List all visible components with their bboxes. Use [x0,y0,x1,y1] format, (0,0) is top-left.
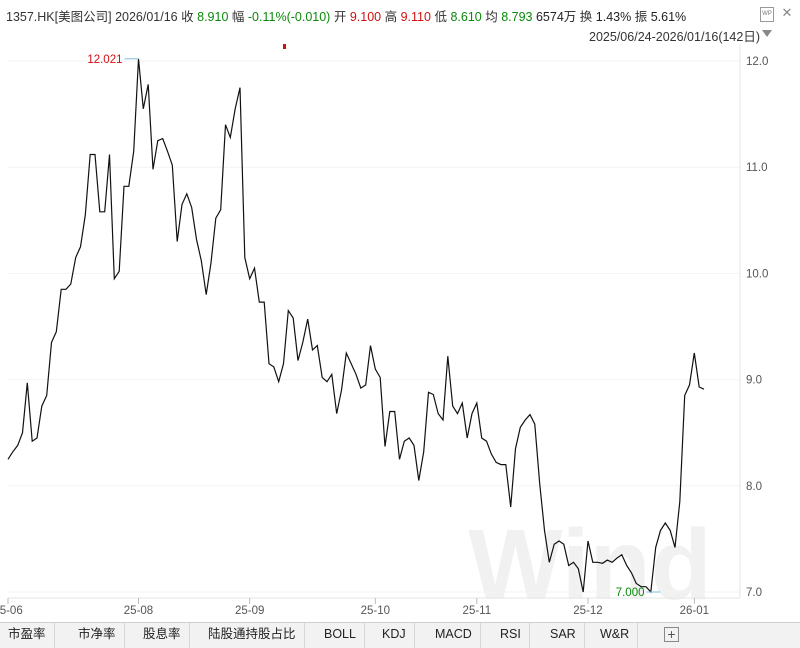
wp-icon[interactable]: WP [760,7,774,22]
price-line-series [7,58,705,594]
tab-3[interactable]: 陆股通持股占比 [200,623,305,648]
tab-7[interactable]: RSI [492,623,530,648]
avg-label: 均 [485,10,498,24]
tab-5[interactable]: KDJ [374,623,415,648]
change-value: -0.11%(-0.010) [247,10,331,24]
low-value: 8.610 [450,10,482,24]
price-chart[interactable]: Wind 7.08.09.010.011.012.0 25-0625-0825-… [0,44,800,622]
tab-2[interactable]: 股息率 [135,623,190,648]
quote-header: 1357.HK[美图公司] 2026/01/16 收 8.910 幅 -0.11… [0,0,800,45]
caret-down-icon[interactable] [762,30,772,37]
y-tick-label: 7.0 [746,587,762,599]
amplitude-value: 5.61% [650,10,687,24]
x-tick-label: 25-08 [124,605,153,617]
high-value: 9.110 [400,10,431,24]
tab-6[interactable]: MACD [427,623,481,648]
x-tick-label: 25-12 [573,605,602,617]
close-icon[interactable]: ✕ [781,5,793,20]
wind-watermark: Wind [468,509,711,621]
event-marker [283,44,286,49]
stock-symbol[interactable]: 1357.HK[美图公司] [6,10,112,24]
annotation-label: 7.000 [616,587,645,599]
y-tick-label: 8.0 [746,481,762,493]
volume-value: 6574万 [535,10,577,24]
close-value: 8.910 [197,10,229,24]
open-value: 9.100 [349,10,382,24]
x-tick-label: 25-10 [361,605,390,617]
y-tick-label: 12.0 [746,56,768,68]
turnover-label: 换 [579,10,593,24]
quote-date: 2026/01/16 [115,10,178,24]
indicator-tabbar: 市盈率 市净率 股息率 陆股通持股占比 BOLL KDJ MACD RSI SAR W&R + [0,622,800,648]
y-tick-label: 10.0 [746,268,768,280]
y-axis: 7.0 8.0 9.0 10.0 11.0 12.0 [746,56,768,599]
high-label: 高 [384,10,398,24]
date-range-selector[interactable]: 2025/06/24-2026/01/16(142日) [589,30,760,44]
tab-1[interactable]: 市净率 [70,623,125,648]
tab-0[interactable]: 市盈率 [0,623,55,648]
y-tick-label: 9.0 [746,375,762,387]
change-label: 幅 [231,10,245,24]
tab-9[interactable]: W&R [592,623,639,648]
quote-summary: 1357.HK[美图公司] 2026/01/16 收 8.910 幅 -0.11… [6,6,686,24]
tab-4[interactable]: BOLL [316,623,365,648]
amplitude-label: 振 [634,10,648,24]
x-tick-label: 25-06 [0,605,23,617]
annotation-label: 12.021 [87,54,122,66]
y-tick-label: 11.0 [746,162,768,174]
x-axis: 25-06 25-08 25-09 25-10 25-11 25-12 26-01 [0,598,709,617]
chart-grid [8,60,740,593]
x-tick-label: 26-01 [680,605,709,617]
turnover-value: 1.43% [595,10,632,24]
open-label: 开 [333,10,347,24]
low-label: 低 [434,10,447,24]
x-tick-label: 25-09 [235,605,264,617]
tab-8[interactable]: SAR [542,623,585,648]
chart-annotations: 12.021 7.000 [87,54,661,599]
avg-value: 8.793 [501,10,533,24]
x-tick-label: 25-11 [463,605,492,617]
plus-icon[interactable]: + [664,627,679,642]
close-label: 收 [181,10,194,24]
